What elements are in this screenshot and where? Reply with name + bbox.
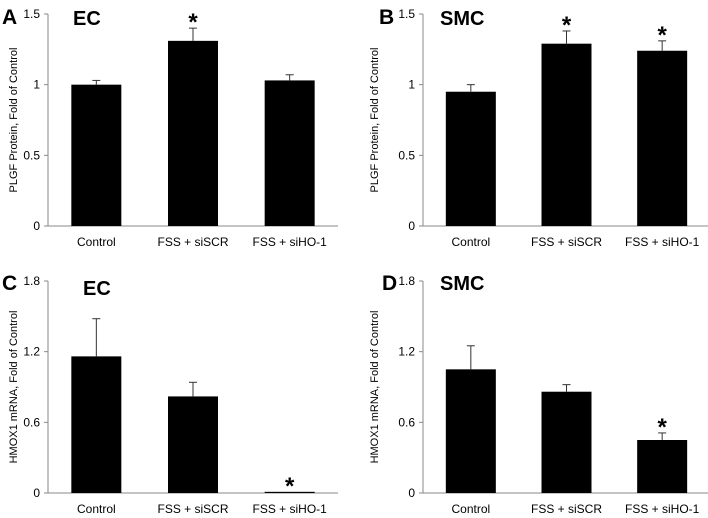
significance-star: * [657,414,667,441]
y-tick-label: 0.5 [23,148,40,162]
panel-letter: C [2,272,17,295]
panel-letter: D [382,272,397,295]
panel-c: C EC HMOX1 mRNA, Fold of Control 0 0.6 1.2 1.8… [2,272,338,516]
bar-1 [445,91,496,226]
bar-1 [71,84,122,227]
y-tick-label: 1.2 [23,345,40,359]
x-tick-label: Control [77,502,116,516]
x-tick-label: FSS + siSCR [531,235,602,249]
y-axis-label: PLGF Protein, Fold of Control [8,48,20,193]
bar-2 [541,391,592,493]
panel-a: A EC PLGF Protein, Fold of Control 0 0.5 1 1.5… [2,6,338,249]
y-tick-label: 0.6 [398,415,415,429]
panel-title: SMC [440,8,484,30]
y-tick-label: 1.2 [398,345,415,359]
x-tick-label: FSS + siHO-1 [252,502,327,516]
bar-2 [168,40,218,226]
y-axis-label: PLGF Protein, Fold of Control [369,48,381,193]
significance-star: * [657,22,667,49]
bar-2 [541,43,592,227]
bar-3 [637,50,688,226]
y-tick-label: 0 [408,486,415,500]
panel-title: EC [83,278,111,300]
y-tick-label: 0.5 [398,148,415,162]
significance-star: * [188,9,198,36]
panel-title: SMC [440,273,484,295]
bar-3 [264,80,315,226]
panel-title: EC [73,8,101,30]
y-tick-label: 0 [408,219,415,233]
x-tick-label: Control [451,502,490,516]
panel-b: B SMC PLGF Protein, Fold of Control 0 0.5 1 1.… [369,6,708,249]
panel-letter: A [2,6,17,29]
y-tick-label: 1 [408,78,415,92]
y-tick-label: 1.5 [23,7,40,21]
y-axis-label: HMOX1 mRNA, Fold of Control [369,311,381,464]
x-tick-label: FSS + siHO-1 [625,235,700,249]
y-axis-label: HMOX1 mRNA, Fold of Control [8,311,20,464]
x-tick-label: Control [77,235,116,249]
y-tick-label: 0 [33,219,40,233]
y-tick-label: 0.6 [23,415,40,429]
x-tick-label: Control [451,235,490,249]
panel-d: D SMC HMOX1 mRNA, Fold of Control 0 0.6 1.2 1.… [369,272,708,516]
bar-1 [445,369,496,493]
panel-letter: B [379,6,394,29]
bar-2 [168,396,218,493]
significance-star: * [562,12,572,39]
x-tick-label: FSS + siHO-1 [625,502,700,516]
bar-1 [71,356,122,493]
x-tick-label: FSS + siSCR [531,502,602,516]
y-tick-label: 1 [33,78,40,92]
bar-3 [264,491,315,493]
significance-star: * [285,473,295,500]
x-tick-label: FSS + siSCR [157,502,228,516]
y-tick-label: 0 [33,486,40,500]
y-tick-label: 1.5 [398,7,415,21]
y-tick-label: 1.8 [398,274,415,288]
y-tick-label: 1.8 [23,274,40,288]
bar-3 [637,440,688,493]
x-tick-label: FSS + siSCR [157,235,228,249]
x-tick-label: FSS + siHO-1 [252,235,327,249]
